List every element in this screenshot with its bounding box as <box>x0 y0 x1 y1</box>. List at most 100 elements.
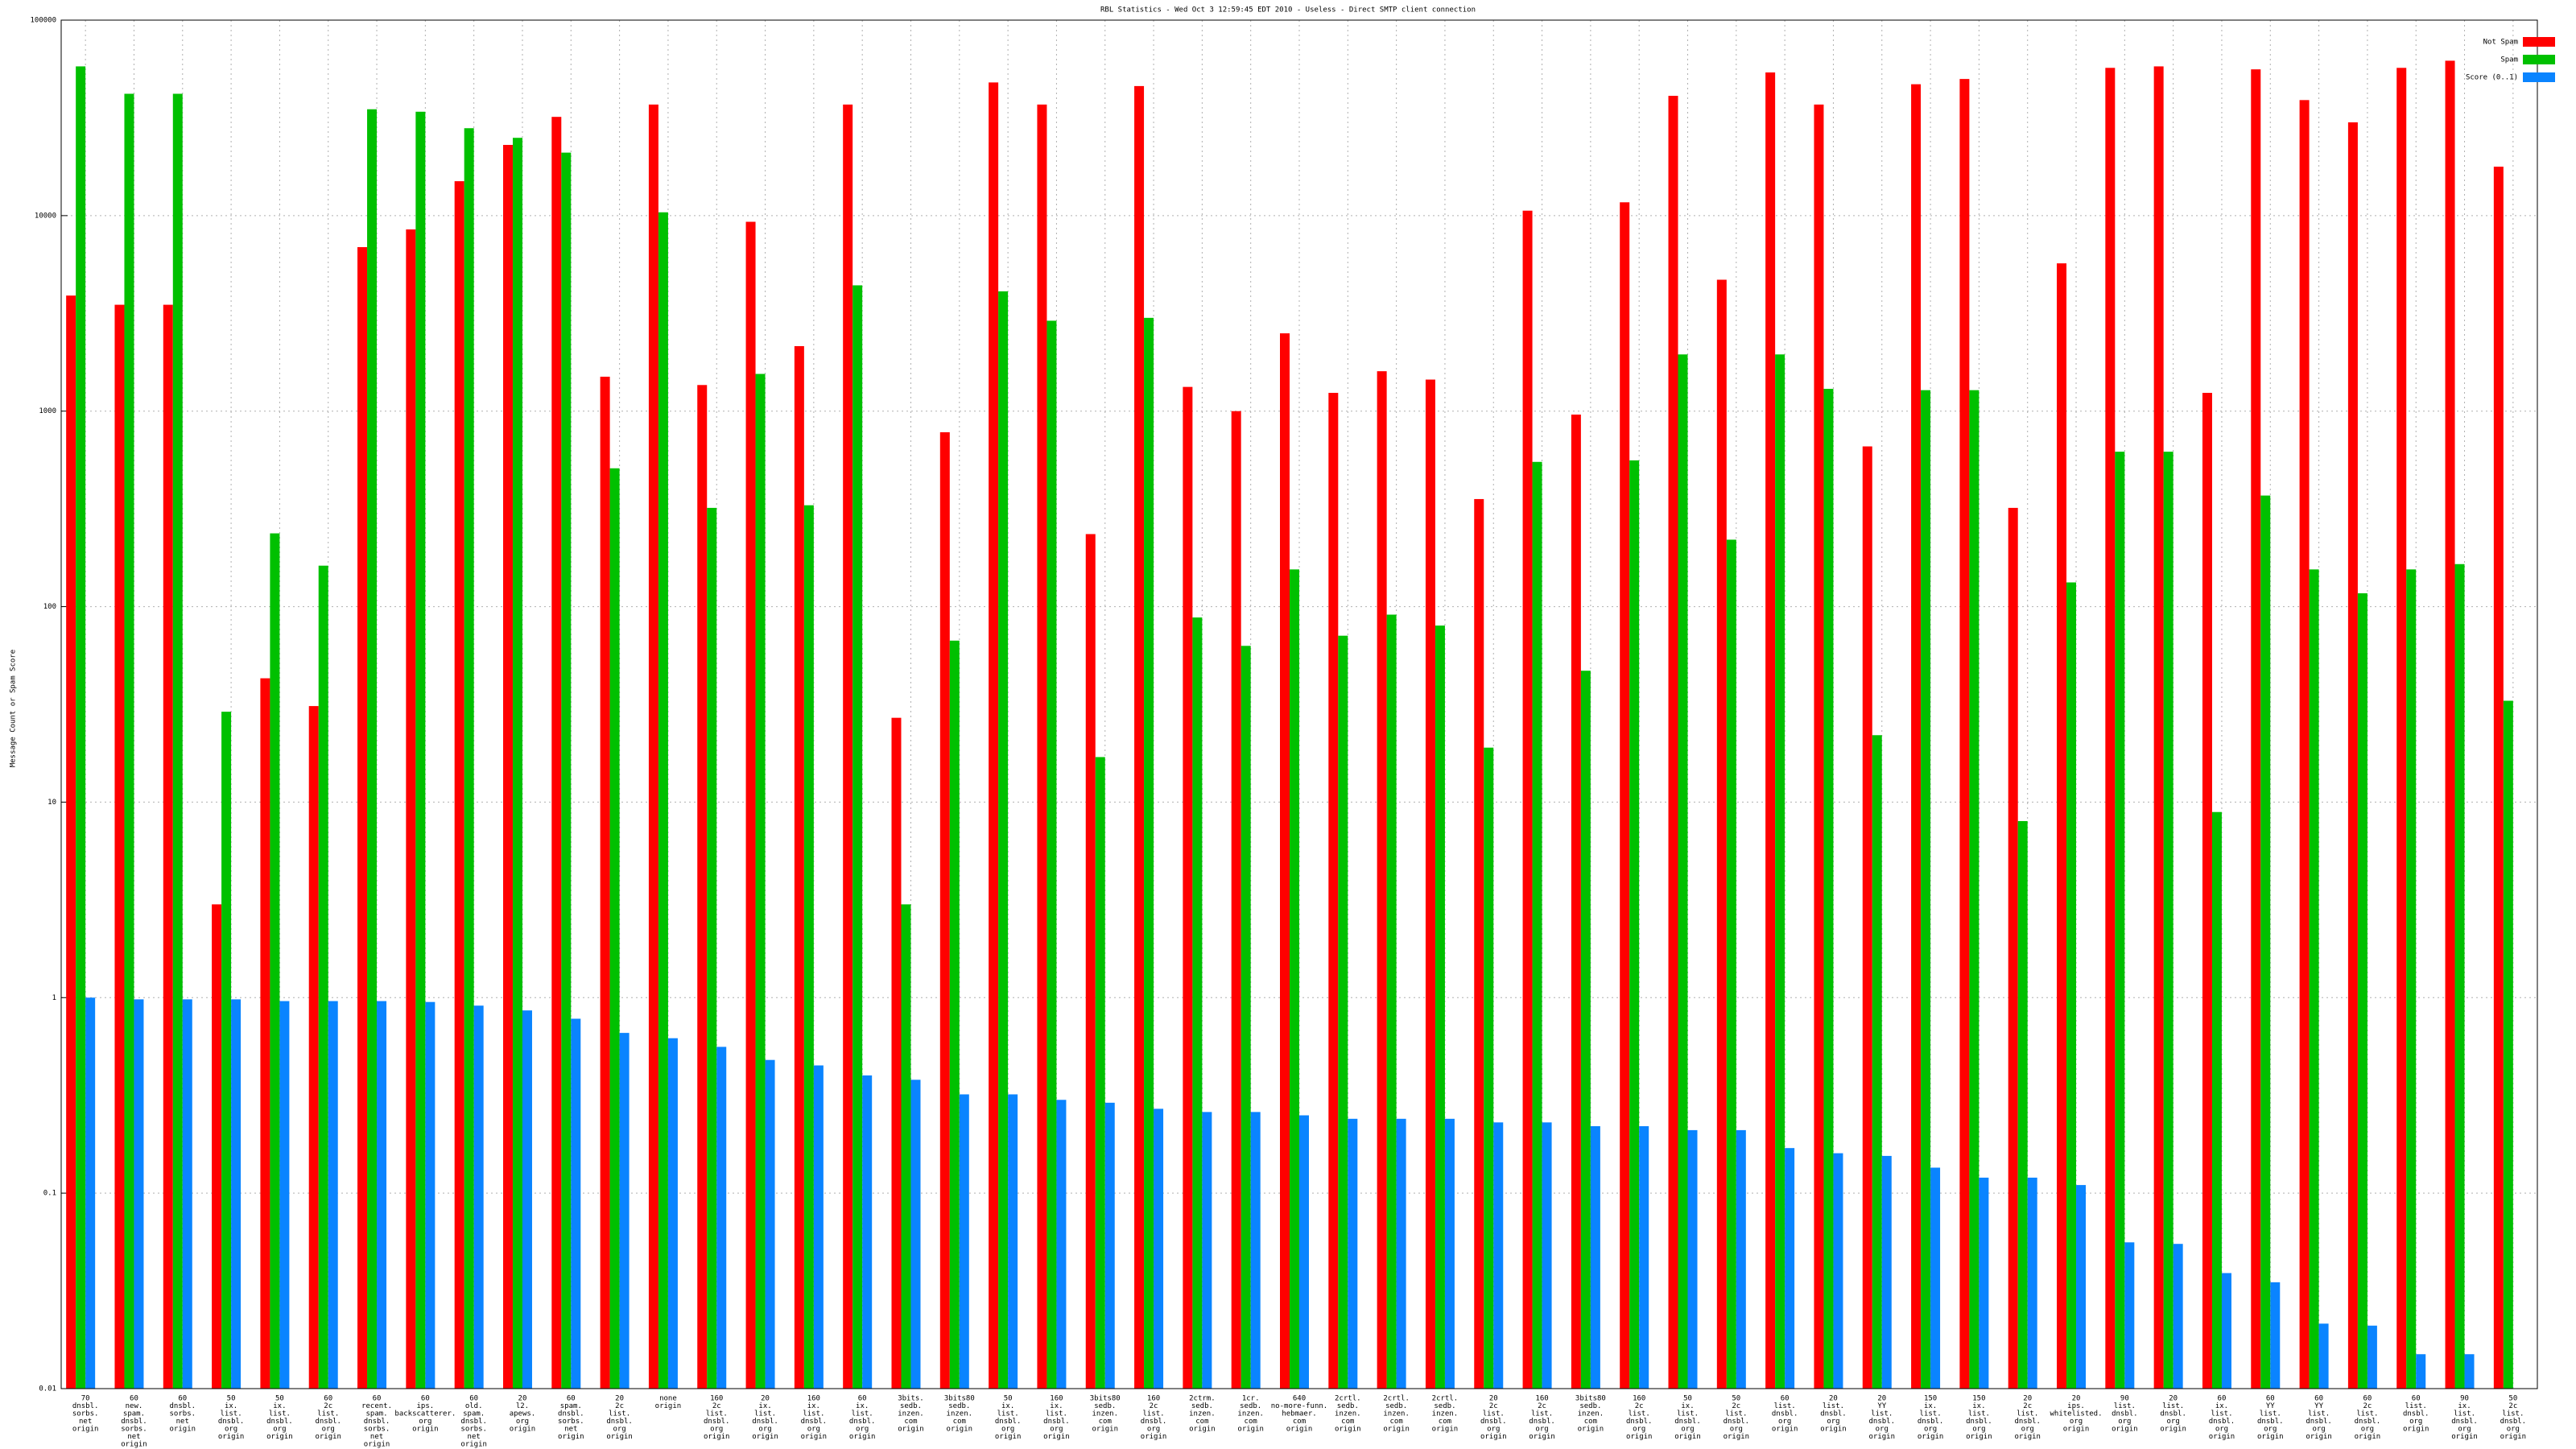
bar <box>2416 1354 2426 1389</box>
bar <box>1687 1129 1698 1389</box>
x-tick-label: 50 <box>1004 1395 1013 1403</box>
x-tick-label: ix. <box>225 1402 237 1410</box>
x-tick-label: dnsbl. <box>1724 1418 1750 1426</box>
x-tick-label: org <box>1778 1418 1791 1426</box>
x-tick-label: list. <box>2114 1402 2136 1410</box>
x-tick-label: com <box>1099 1418 1112 1426</box>
bar <box>2260 495 2271 1389</box>
x-tick-label: list. <box>1677 1410 1699 1418</box>
x-tick-label: org <box>1876 1426 1889 1434</box>
x-tick-label: 60 <box>2314 1395 2323 1403</box>
bar <box>1639 1125 1649 1389</box>
x-tick-label: 2crtl. <box>1335 1395 1361 1403</box>
bar <box>2318 1323 2329 1389</box>
plot-frame <box>60 19 2538 1389</box>
bar <box>1571 415 1581 1389</box>
x-tick-label: origin <box>2306 1433 2332 1441</box>
bar <box>2270 1282 2281 1389</box>
x-tick-label: list. <box>2502 1410 2524 1418</box>
x-tick-label: sedb. <box>1579 1402 1601 1410</box>
x-tick-label: 20 <box>1489 1395 1498 1403</box>
y-tick-label: 1000 <box>39 407 56 415</box>
x-tick-label: dnsbl. <box>1674 1418 1701 1426</box>
x-tick-label: dnsbl. <box>2355 1418 2381 1426</box>
bar <box>852 285 863 1389</box>
bar <box>600 376 610 1389</box>
bar <box>2163 452 2174 1389</box>
x-tick-label: 160 <box>710 1395 723 1403</box>
x-tick-label: org <box>758 1426 771 1434</box>
bar <box>2221 1273 2231 1389</box>
bar <box>1348 1118 1358 1389</box>
bar <box>658 212 668 1389</box>
x-tick-label: sedb. <box>900 1402 922 1410</box>
chart-title: RBL Statistics - Wed Oct 3 12:59:45 EDT … <box>1100 6 1476 14</box>
x-tick-label: com <box>1195 1418 1208 1426</box>
bar <box>2202 393 2212 1389</box>
bar <box>473 1005 484 1389</box>
bar <box>522 1010 532 1389</box>
x-tick-label: org <box>322 1426 335 1434</box>
x-tick-label: org <box>1050 1426 1063 1434</box>
bar <box>124 93 134 1389</box>
x-tick-label: ix. <box>1972 1402 1985 1410</box>
x-tick-label: org <box>856 1426 869 1434</box>
x-tick-label: sedb. <box>1385 1402 1407 1410</box>
y-tick-label: 0.1 <box>43 1190 56 1198</box>
bar <box>2124 1242 2135 1389</box>
x-tick-label: spam. <box>463 1410 485 1418</box>
x-tick-label: 60 <box>421 1395 430 1403</box>
x-tick-label: org <box>2167 1418 2180 1426</box>
x-tick-label: org <box>2118 1418 2131 1426</box>
bar <box>1522 210 1533 1389</box>
x-tick-label: dnsbl. <box>1043 1418 1070 1426</box>
x-tick-label: dnsbl. <box>72 1402 99 1410</box>
legend-label: Score (0..1) <box>2466 74 2518 82</box>
bar <box>716 1046 727 1389</box>
x-tick-label: com <box>1245 1418 1257 1426</box>
x-tick-label: dnsbl. <box>2500 1418 2527 1426</box>
x-tick-label: list. <box>1046 1410 1067 1418</box>
x-tick-label: org <box>807 1426 820 1434</box>
x-tick-label: list. <box>1968 1410 1990 1418</box>
x-tick-label: 60 <box>324 1395 332 1403</box>
bar <box>1493 1122 1504 1389</box>
x-tick-label: org <box>613 1426 625 1434</box>
x-tick-label: 2c <box>712 1402 721 1410</box>
x-tick-label: recent. <box>361 1402 392 1410</box>
bar <box>1620 202 1630 1389</box>
x-tick-label: net <box>370 1433 383 1441</box>
x-tick-label: 20 <box>2072 1395 2081 1403</box>
bar <box>279 1001 290 1389</box>
bar <box>667 1038 678 1389</box>
bar <box>1154 1108 1164 1389</box>
bar <box>1542 1122 1552 1389</box>
bar <box>425 1001 436 1389</box>
bar <box>765 1059 775 1389</box>
x-tick-label: inzen. <box>1092 1410 1118 1418</box>
bar <box>1104 1102 1115 1389</box>
x-tick-label: old. <box>465 1402 483 1410</box>
bar <box>609 468 620 1389</box>
bar <box>1280 333 1290 1389</box>
x-tick-label: 2c <box>1538 1402 1546 1410</box>
bar <box>1862 446 1872 1389</box>
x-tick-label: sorbs. <box>558 1418 584 1426</box>
x-tick-label: com <box>1293 1418 1306 1426</box>
bar <box>2211 811 2222 1389</box>
x-tick-label: 60 <box>2412 1395 2421 1403</box>
x-tick-label: list. <box>706 1410 728 1418</box>
bar <box>1716 279 1727 1389</box>
x-tick-label: origin <box>898 1426 924 1434</box>
x-tick-label: origin <box>1918 1433 1944 1441</box>
x-tick-label: sorbs. <box>364 1426 390 1434</box>
x-tick-label: origin <box>801 1433 828 1441</box>
x-tick-label: org <box>1972 1426 1985 1434</box>
x-tick-label: origin <box>704 1433 730 1441</box>
bar <box>1881 1155 1892 1389</box>
bar <box>901 904 911 1389</box>
x-tick-label: list. <box>1531 1410 1553 1418</box>
x-tick-label: dnsbl. <box>364 1418 390 1426</box>
x-tick-label: 50 <box>1732 1395 1740 1403</box>
x-tick-label: dnsbl. <box>558 1410 584 1418</box>
